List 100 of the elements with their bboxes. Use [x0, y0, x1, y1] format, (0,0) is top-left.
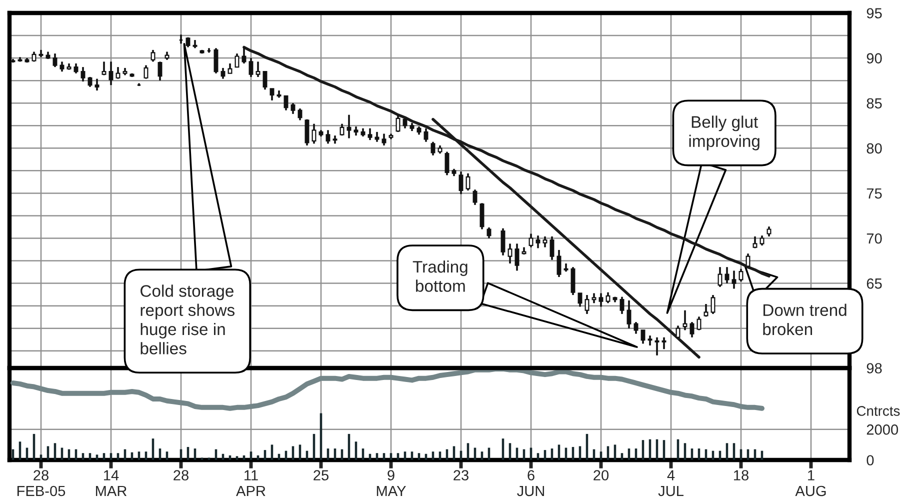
candlestick: [262, 70, 268, 90]
candlestick: [550, 236, 554, 261]
candlestick: [158, 60, 162, 82]
candlestick: [738, 268, 744, 282]
bar: [684, 443, 686, 460]
bar: [452, 446, 456, 460]
candlestick: [676, 324, 680, 340]
annotation: Down trend broken: [763, 304, 846, 336]
y-tick-label: 0: [866, 455, 874, 466]
bar: [502, 438, 504, 460]
x-tick-label: 28: [174, 470, 188, 480]
candlestick: [472, 188, 478, 206]
candlestick: [592, 292, 596, 304]
x-tick-label: 11 APR: [236, 470, 266, 496]
bar: [236, 456, 238, 460]
candlestick: [640, 329, 646, 345]
bar: [508, 443, 512, 460]
y-tick-label: 2000: [866, 424, 898, 435]
candlestick: [116, 66, 120, 80]
candlestick: [710, 294, 716, 315]
bar: [116, 453, 120, 460]
y-tick-label: 80: [866, 143, 882, 154]
candlestick: [648, 334, 652, 346]
y2-tick-label: 98: [866, 363, 882, 374]
bar: [536, 453, 540, 460]
bar: [270, 444, 274, 460]
x-tick-label: 9 MAY: [376, 470, 406, 496]
candlestick: [508, 242, 512, 264]
candlestick: [458, 170, 464, 196]
candlestick: [480, 202, 484, 230]
candlestick: [304, 118, 310, 146]
y-tick-label: 95: [866, 8, 882, 18]
candlestick: [662, 336, 666, 350]
candlestick: [150, 49, 156, 63]
bar: [60, 448, 64, 460]
candlestick: [382, 132, 386, 146]
y-tick-label: 75: [866, 188, 882, 199]
candlestick: [718, 266, 722, 288]
candlestick: [108, 60, 114, 86]
bar: [578, 446, 582, 460]
bar: [530, 448, 532, 460]
y-tick-label: 70: [866, 233, 882, 244]
bar: [354, 442, 358, 460]
bar: [396, 453, 400, 460]
candlestick: [620, 296, 624, 315]
candlestick: [256, 60, 260, 78]
candlestick: [500, 227, 506, 256]
bar: [320, 413, 322, 460]
bar: [390, 453, 392, 460]
bar: [474, 448, 476, 460]
candlestick: [214, 47, 218, 74]
bar: [26, 448, 28, 460]
annotation: Cold storage report shows huge rise in bellies: [140, 284, 235, 354]
bar: [82, 453, 84, 460]
annotation: Trading bottom: [412, 260, 468, 292]
candlestick: [234, 52, 240, 68]
y-tick-label: 90: [866, 53, 882, 64]
bar: [418, 453, 420, 460]
candlestick: [584, 294, 590, 315]
x-tick-label: 18: [734, 470, 748, 480]
bar: [564, 448, 568, 460]
bar: [292, 446, 294, 460]
candlestick: [696, 316, 702, 332]
bar: [110, 453, 112, 460]
x-tick-label: 14 MAR: [96, 470, 127, 496]
bar: [54, 443, 56, 460]
candlestick: [290, 102, 296, 115]
candlestick: [626, 300, 632, 330]
bar: [620, 453, 624, 460]
candlestick: [528, 232, 534, 248]
candlestick: [556, 249, 562, 278]
candlestick: [94, 78, 100, 92]
candlestick: [444, 150, 450, 176]
candlestick: [760, 234, 764, 246]
y-tick-label: 65: [866, 278, 882, 289]
bar: [298, 444, 302, 460]
candlestick: [52, 52, 58, 68]
candlestick: [598, 292, 604, 308]
bar: [264, 450, 266, 460]
bar: [18, 442, 22, 460]
x-tick-label: 20: [594, 470, 609, 480]
candlestick: [654, 336, 660, 356]
bar: [376, 453, 378, 460]
candlestick: [704, 303, 708, 318]
candlestick: [746, 252, 750, 268]
candlestick: [486, 226, 492, 240]
candlestick: [60, 60, 64, 72]
candlestick: [312, 122, 316, 145]
candlestick: [228, 62, 232, 74]
bar: [96, 454, 98, 460]
candlestick: [102, 60, 106, 76]
candlestick: [578, 292, 582, 308]
candlestick: [542, 236, 548, 248]
candlestick: [248, 57, 254, 78]
candlestick: [536, 234, 540, 250]
candlestick: [80, 66, 86, 82]
candlestick: [144, 64, 148, 80]
bar: [488, 448, 490, 460]
bar: [558, 444, 560, 460]
bar: [726, 443, 728, 460]
